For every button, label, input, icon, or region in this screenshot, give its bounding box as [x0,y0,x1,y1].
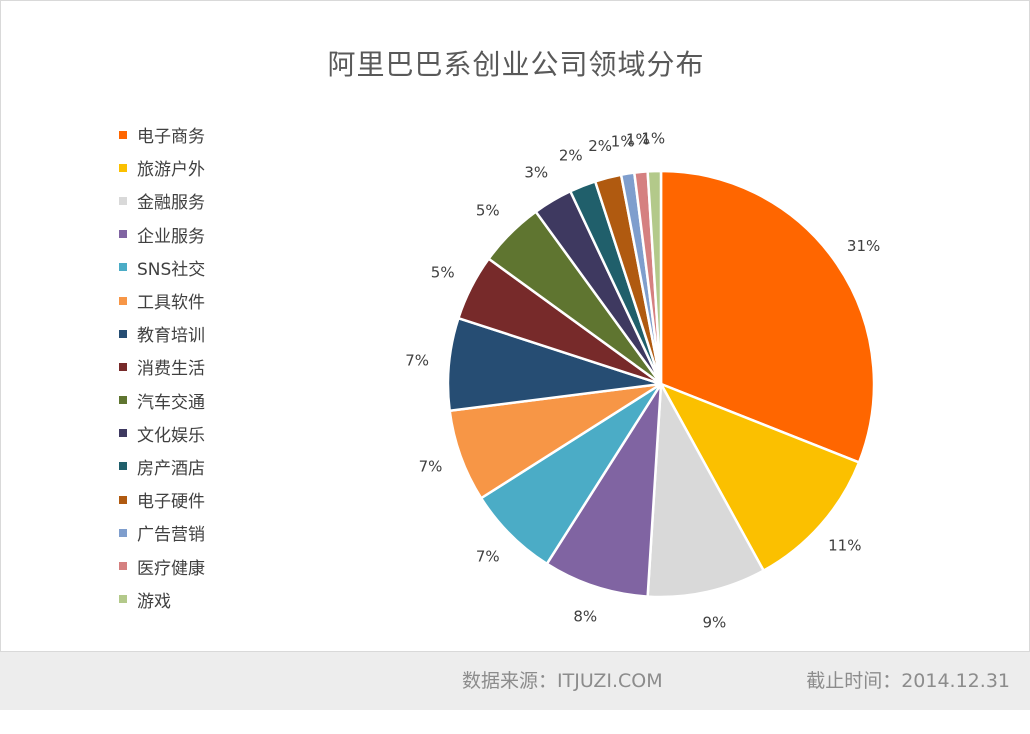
pie-slice [545,382,663,598]
chart-card: 阿里巴巴系创业公司领域分布 电子商务旅游户外金融服务企业服务 SNS社交工具软件教… [0,0,1030,652]
slice-label: 5% [476,201,500,219]
pie-slice [646,382,765,599]
data-source: 数据来源：ITJUZI.COM [462,670,663,692]
legend-label: 广告营销 [137,525,205,546]
legend-item: 游戏 [119,583,205,616]
slice-label: 7% [476,548,500,566]
slice-label: 8% [573,608,597,626]
legend-item: 消费生活 [119,350,205,383]
legend-swatch [119,230,127,239]
legend-label: 汽车交通 [137,392,205,413]
legend-swatch [119,396,127,405]
cutoff-date: 截止时间：2014.12.31 [806,670,1010,692]
slice-label: 1% [626,131,650,149]
legend-swatch [119,263,127,272]
slice-label: 3% [524,164,548,182]
legend-swatch [119,429,127,438]
legend-item: 旅游户外 [119,151,205,184]
slice-label: 9% [703,614,727,632]
legend-item: 教育培训 [119,317,205,350]
legend-item: 医疗健康 [119,549,205,582]
legend-label: 文化娱乐 [137,425,205,446]
legend: 电子商务旅游户外金融服务企业服务 SNS社交工具软件教育培训消费生活汽车交通文化娱… [119,118,205,616]
legend-swatch [119,562,127,571]
legend-item: 金融服务 [119,184,205,217]
slice-label: 7% [419,458,443,476]
chart-title: 阿里巴巴系创业公司领域分布 [327,48,705,81]
legend-label: 旅游户外 [137,160,205,181]
legend-label: 电子硬件 [137,492,205,513]
legend-item: 房产酒店 [119,450,205,483]
legend-swatch [119,130,127,139]
legend-swatch [119,163,127,172]
pie-slice [659,169,876,464]
slice-label: 2% [588,137,612,155]
slice-label: 5% [431,263,455,281]
legend-swatch [119,595,127,604]
pie-slice [659,382,861,572]
pie-slice [646,169,663,386]
legend-item: 文化娱乐 [119,417,205,450]
legend-swatch [119,329,127,338]
legend-item: SNS社交 [119,251,205,284]
legend-label: 医疗健康 [137,558,205,579]
slice-label: 11% [828,537,861,555]
legend-label: 教育培训 [137,326,205,347]
legend-item: 广告营销 [119,516,205,549]
legend-swatch [119,196,127,205]
legend-swatch [119,296,127,305]
legend-label: 房产酒店 [137,458,205,479]
legend-swatch [119,362,127,371]
slice-label: 1% [611,133,635,151]
legend-label: 消费生活 [137,359,205,380]
legend-item: 汽车交通 [119,384,205,417]
legend-label: 企业服务 [137,226,205,247]
legend-item: 企业服务 [119,218,205,251]
legend-swatch [119,495,127,504]
footer: 数据来源：ITJUZI.COM 截止时间：2014.12.31 [0,652,1030,710]
slice-label: 7% [405,351,429,369]
legend-item: 电子硬件 [119,483,205,516]
slice-label: 1% [641,130,665,148]
pie-chart: 31%11%9%8%7%7%7%5%5%3%2%2%1%1%1% [405,130,880,632]
legend-item: 工具软件 [119,284,205,317]
legend-label: 金融服务 [137,193,205,214]
legend-label: 工具软件 [137,293,205,314]
legend-item: 电子商务 [119,118,205,151]
slice-label: 31% [847,237,880,255]
legend-label: 电子商务 [137,127,205,148]
legend-swatch [119,462,127,471]
legend-label: SNS社交 [137,259,206,280]
legend-swatch [119,528,127,537]
legend-label: 游戏 [137,591,171,612]
slice-label: 2% [559,147,583,165]
